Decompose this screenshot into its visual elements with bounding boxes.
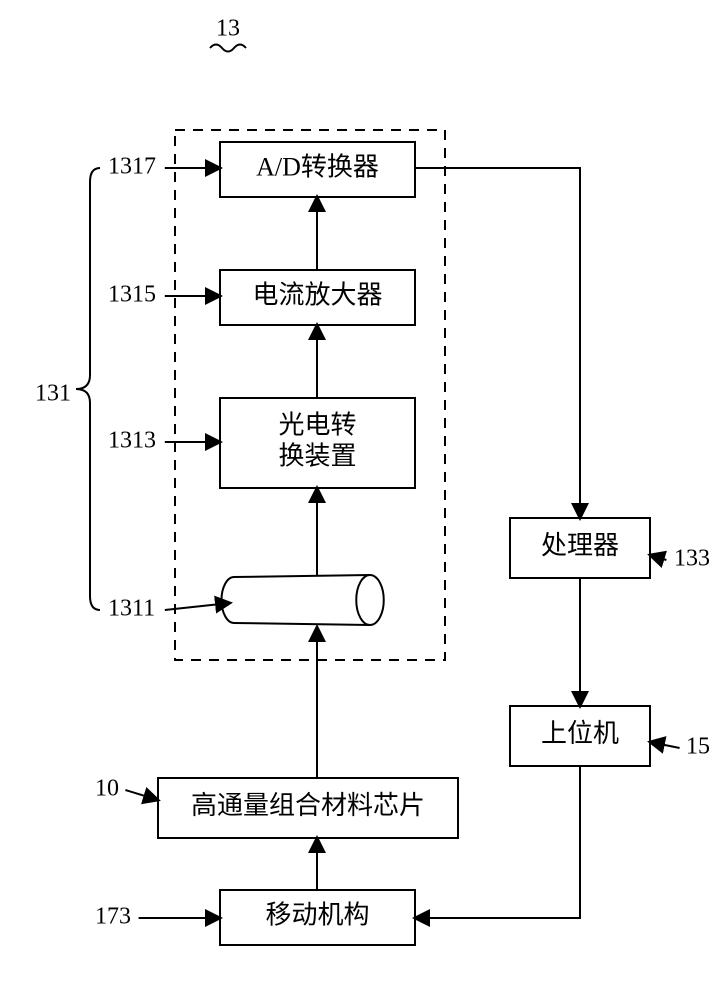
label-10-leader xyxy=(125,790,158,800)
node-processor-text: 处理器 xyxy=(541,531,619,560)
label-1311-text: 1311 xyxy=(108,596,155,622)
label-15-leader xyxy=(650,742,680,748)
node-photoelectric-converter-text: 换装置 xyxy=(278,442,356,471)
label-10-text: 10 xyxy=(95,776,119,802)
node-material-chip-text: 高通量组合材料芯片 xyxy=(191,791,425,820)
node-moving-mechanism-text: 移动机构 xyxy=(265,900,369,929)
label-131-text: 131 xyxy=(35,381,71,407)
label-15-text: 15 xyxy=(686,734,710,760)
diagram-canvas: 13 A/D转换器电流放大器光电转换装置处理器上位机高通量组合材料芯片移动机构 13… xyxy=(0,0,721,1000)
brace-131 xyxy=(76,168,100,610)
node-photoelectric-converter-text: 光电转 xyxy=(278,410,356,439)
label-1315-text: 1315 xyxy=(108,282,156,308)
node-current-amplifier-text: 电流放大器 xyxy=(252,280,382,309)
figure-ref-label: 13 xyxy=(216,16,240,42)
node-lens-body xyxy=(221,575,370,625)
label-173-text: 173 xyxy=(95,904,131,930)
label-133-text: 133 xyxy=(674,546,710,572)
arrow-ad_converter-to-processor xyxy=(415,168,580,518)
node-lens-front xyxy=(356,575,384,625)
label-1317-text: 1317 xyxy=(108,154,156,180)
label-1313-text: 1313 xyxy=(108,428,156,454)
node-host-computer-text: 上位机 xyxy=(541,719,619,748)
node-ad-converter-text: A/D转换器 xyxy=(256,152,379,181)
label-133-leader xyxy=(650,555,666,560)
figure-ref-squiggle xyxy=(210,45,246,52)
